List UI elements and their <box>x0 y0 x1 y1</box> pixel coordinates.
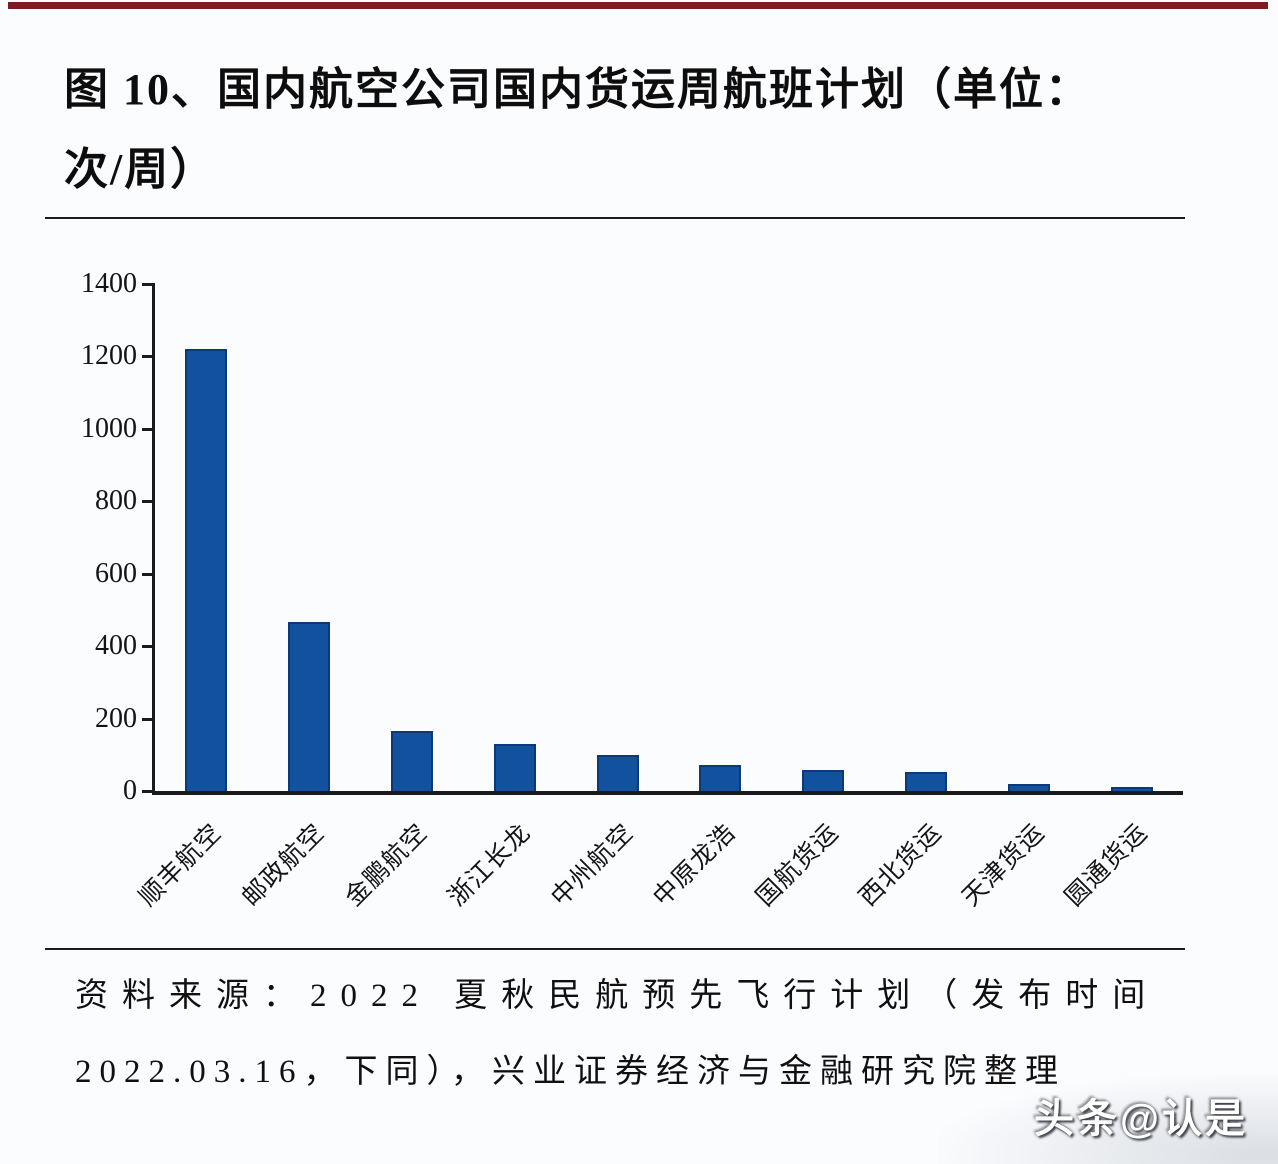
bar-slot <box>463 284 566 791</box>
plot-area: 1400 1200 1000 800 600 400 200 0 <box>81 268 1183 806</box>
bar-slot <box>669 284 772 791</box>
y-axis-tick <box>142 572 155 576</box>
corner-shade <box>938 1074 1278 1164</box>
y-axis-tick <box>142 717 155 721</box>
source-divider <box>45 948 1185 950</box>
top-accent-bar <box>8 2 1268 9</box>
y-axis-tick <box>142 355 155 359</box>
chart-bar <box>185 349 228 791</box>
y-axis-tick <box>142 283 155 286</box>
figure-title-line2: 次/周） <box>64 145 217 194</box>
y-axis-tick-label: 1000 <box>81 412 137 444</box>
xaxis-labels: 顺丰航空 邮政航空 金鹏航空 浙江长龙 中州航空 中原龙浩 国航货运 西北货运 天津货运 圆通货运 <box>135 800 1180 960</box>
y-axis-tick <box>142 790 155 793</box>
chart-bar <box>1110 787 1153 791</box>
y-axis-tick-label: 0 <box>123 775 137 806</box>
chart-bar <box>1007 784 1050 791</box>
source-note-line2: 2022.03.16，下同），兴业证券经济与金融研究院整理 <box>75 1054 1066 1090</box>
y-axis-tick <box>142 427 155 431</box>
chart-bar <box>288 621 331 791</box>
bar-slot <box>772 284 875 791</box>
bar-slot <box>566 284 669 791</box>
chart-bar <box>802 770 845 791</box>
bar-slot <box>977 284 1080 791</box>
bar-slot <box>361 284 464 791</box>
chart-bar <box>493 743 536 791</box>
bar-slot <box>875 284 978 791</box>
y-axis-tick-label: 400 <box>95 630 137 662</box>
y-axis-tick-label: 800 <box>95 485 137 517</box>
y-axis-tick-label: 1400 <box>81 268 137 299</box>
source-note: 资料来源：2022 夏秋民航预先飞行计划（发布时间 2022.03.16，下同）… <box>75 958 1193 1110</box>
x-label-slot: 圆通货运 <box>1060 800 1180 960</box>
bar-slot <box>155 284 258 791</box>
y-axis-tick-label: 200 <box>95 702 137 734</box>
y-axis-tick-label: 600 <box>95 557 137 589</box>
x-axis-label: 顺丰航空 <box>134 818 228 912</box>
title-divider <box>45 217 1185 219</box>
chart-bar <box>596 754 639 791</box>
y-axis-tick <box>142 500 155 504</box>
bar-slot <box>1080 284 1183 791</box>
figure-title: 图 10、国内航空公司国内货运周航班计划（单位： 次/周） <box>64 50 1214 210</box>
figure-title-line1: 图 10、国内航空公司国内货运周航班计划（单位： <box>64 65 1091 114</box>
chart-bar <box>390 730 433 791</box>
watermark-text: 头条@认是 <box>1033 1097 1248 1141</box>
y-axis-tick <box>142 645 155 649</box>
bar-slot <box>258 284 361 791</box>
chart-bar <box>699 765 742 791</box>
chart-bar <box>904 772 947 791</box>
source-note-line1: 资料来源：2022 夏秋民航预先飞行计划（发布时间 <box>75 978 1160 1014</box>
bars-row <box>155 284 1183 791</box>
y-axis-tick-label: 1200 <box>81 340 137 372</box>
